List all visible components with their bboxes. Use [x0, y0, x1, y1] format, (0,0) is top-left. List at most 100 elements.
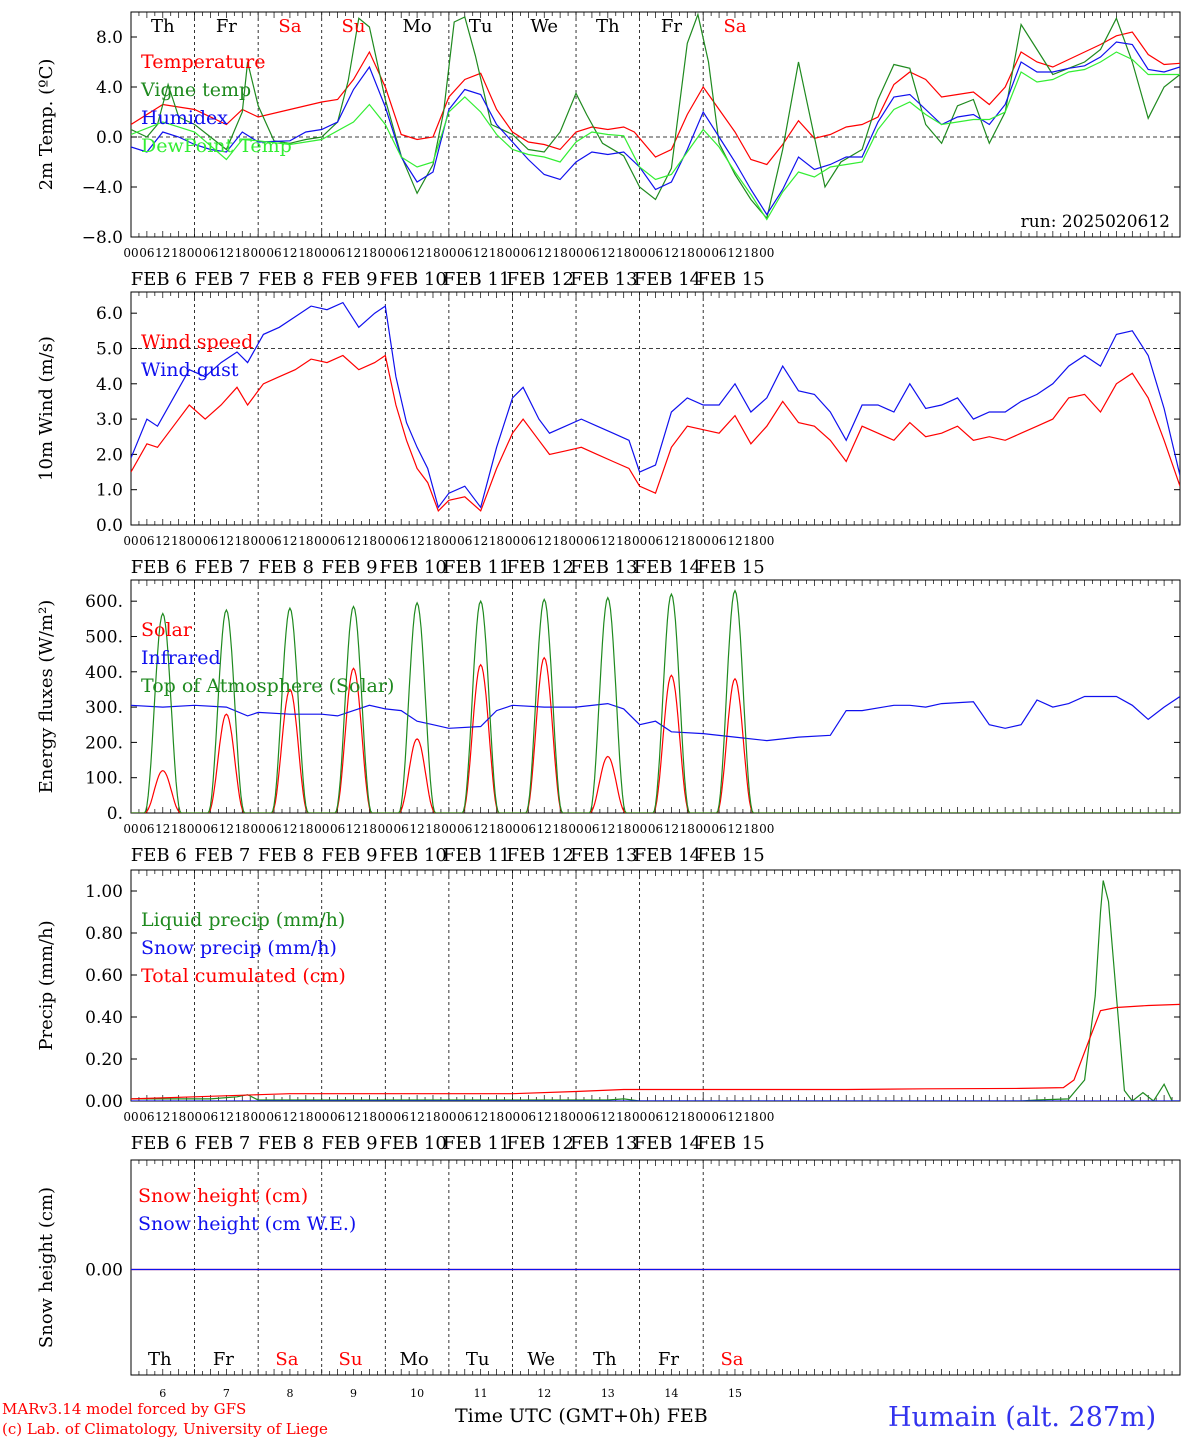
hour-tick-label: 18 — [680, 246, 695, 260]
date-label: FEB 15 — [697, 269, 764, 290]
hour-tick-label: 12 — [282, 822, 297, 836]
hour-tick-label: 12 — [537, 534, 552, 548]
hour-tick-label: 12 — [219, 534, 234, 548]
date-label: FEB 8 — [258, 845, 314, 866]
hour-tick-label: 18 — [680, 822, 695, 836]
hour-tick-label: 00 — [187, 246, 202, 260]
hour-tick-label: 00 — [123, 246, 138, 260]
day-number-label: 11 — [474, 1387, 488, 1400]
y-tick-label: 3.0 — [96, 410, 123, 430]
legend-entry: Snow height (cm) — [138, 1185, 308, 1207]
y-tick-label: 300. — [85, 698, 123, 718]
hour-tick-label: 06 — [203, 1110, 218, 1124]
y-axis-label: Precip (mm/h) — [36, 920, 57, 1050]
date-label: FEB 14 — [634, 1133, 701, 1154]
hour-tick-label: 12 — [600, 822, 615, 836]
hour-tick-label: 00 — [759, 246, 774, 260]
hour-tick-label: 12 — [600, 246, 615, 260]
y-tick-label: 0.20 — [85, 1050, 123, 1070]
hour-tick-label: 00 — [568, 534, 583, 548]
y-tick-label: 0.60 — [85, 966, 123, 986]
y-tick-label: 0.40 — [85, 1008, 123, 1028]
y-axis-label: Snow height (cm) — [36, 1187, 57, 1348]
hour-tick-label: 12 — [409, 246, 424, 260]
y-axis-label: 10m Wind (m/s) — [36, 336, 57, 481]
hour-tick-label: 18 — [425, 534, 440, 548]
date-label: FEB 10 — [379, 557, 446, 578]
day-of-week-label: Th — [148, 1349, 172, 1370]
day-of-week-label: Tu — [469, 16, 493, 37]
hour-tick-label: 06 — [139, 822, 154, 836]
hour-tick-label: 12 — [409, 822, 424, 836]
y-tick-label: 0.0 — [96, 516, 123, 536]
plot-frame — [130, 11, 1181, 238]
hour-tick-label: 00 — [187, 534, 202, 548]
hour-tick-label: 00 — [696, 534, 711, 548]
hour-tick-label: 12 — [409, 534, 424, 548]
hour-tick-label: 06 — [394, 246, 409, 260]
hour-tick-label: 06 — [521, 246, 536, 260]
hour-tick-label: 00 — [314, 1110, 329, 1124]
date-label: FEB 6 — [131, 269, 187, 290]
y-tick-label: 6.0 — [96, 304, 123, 324]
hour-tick-label: 12 — [346, 534, 361, 548]
hour-tick-label: 18 — [425, 822, 440, 836]
day-of-week-label: We — [530, 16, 558, 37]
hour-tick-label: 00 — [314, 534, 329, 548]
date-label: FEB 11 — [443, 557, 510, 578]
hour-tick-label: 06 — [711, 1110, 726, 1124]
hour-tick-label: 18 — [616, 246, 631, 260]
hour-tick-label: 06 — [457, 534, 472, 548]
y-tick-label: 0.00 — [85, 1092, 123, 1112]
day-of-week-label: Su — [342, 16, 366, 37]
hour-tick-label: 12 — [155, 1110, 170, 1124]
hour-tick-label: 12 — [600, 1110, 615, 1124]
hour-tick-label: 18 — [235, 822, 250, 836]
hour-tick-label: 18 — [362, 534, 377, 548]
hour-tick-label: 06 — [330, 822, 345, 836]
hour-tick-label: 18 — [489, 534, 504, 548]
hour-tick-label: 18 — [489, 246, 504, 260]
hour-tick-label: 12 — [219, 1110, 234, 1124]
hour-tick-label: 18 — [171, 1110, 186, 1124]
hour-tick-label: 12 — [537, 1110, 552, 1124]
hour-tick-label: 00 — [378, 534, 393, 548]
day-of-week-label: Mo — [402, 16, 431, 37]
date-label: FEB 8 — [258, 269, 314, 290]
hour-tick-label: 12 — [473, 246, 488, 260]
hour-tick-label: 00 — [505, 246, 520, 260]
hour-tick-label: 06 — [584, 822, 599, 836]
series-line-green — [131, 589, 1180, 813]
legend-entry: Vigne temp — [140, 79, 251, 101]
hour-tick-label: 00 — [441, 534, 456, 548]
hour-tick-label: 06 — [711, 822, 726, 836]
hour-tick-label: 00 — [632, 1110, 647, 1124]
legend-entry: Temperature — [141, 51, 265, 73]
hour-tick-label: 12 — [219, 822, 234, 836]
hour-tick-label: 06 — [330, 246, 345, 260]
hour-tick-label: 06 — [266, 246, 281, 260]
day-of-week-label: We — [527, 1349, 555, 1370]
hour-tick-label: 06 — [203, 822, 218, 836]
panel-4: 0.00 0.20 0.40 0.60 0.80 1.00 Precip (mm/h) Liq… — [36, 869, 1181, 1154]
date-label: FEB 14 — [634, 557, 701, 578]
hour-tick-label: 18 — [298, 534, 313, 548]
hour-tick-label: 12 — [155, 534, 170, 548]
hour-tick-label: 06 — [394, 822, 409, 836]
y-tick-label: 0.0 — [96, 128, 123, 148]
hour-tick-label: 12 — [219, 246, 234, 260]
date-label: FEB 7 — [194, 845, 250, 866]
date-label: FEB 13 — [570, 269, 637, 290]
y-tick-label: 2.0 — [96, 445, 123, 465]
hour-tick-label: 00 — [696, 246, 711, 260]
hour-tick-label: 12 — [346, 246, 361, 260]
hour-tick-label: 06 — [330, 534, 345, 548]
panel-3: 0. 100. 200. 300. 400. 500. 600. Energy fluxes … — [36, 579, 1181, 866]
hour-tick-label: 18 — [235, 534, 250, 548]
y-tick-label: 0. — [107, 804, 123, 824]
y-tick-label: 1.00 — [85, 882, 123, 902]
hour-tick-label: 00 — [251, 1110, 266, 1124]
y-axis-label: Energy fluxes (W/m²) — [36, 600, 57, 794]
hour-tick-label: 18 — [171, 534, 186, 548]
hour-tick-label: 00 — [441, 1110, 456, 1124]
